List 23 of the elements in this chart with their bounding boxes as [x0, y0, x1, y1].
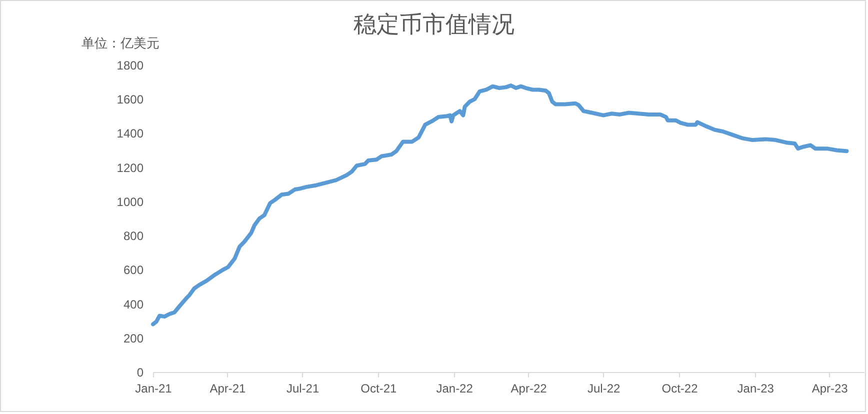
x-tick-label: Apr-23	[812, 382, 848, 396]
y-axis-title: 单位：亿美元	[82, 36, 160, 50]
x-tick-label: Apr-21	[210, 382, 246, 396]
x-tick-label: Jan-22	[436, 382, 474, 396]
x-tick-label: Jul-21	[286, 382, 320, 396]
y-tick-label: 1000	[116, 194, 144, 209]
x-tick-label: Oct-22	[662, 382, 698, 396]
x-tick-label: Jul-22	[588, 382, 621, 396]
y-tick-label: 400	[123, 297, 144, 312]
x-tick-label: Oct-21	[360, 382, 398, 396]
y-tick-label: 1400	[116, 126, 144, 141]
y-tick-label: 1800	[116, 58, 144, 72]
x-tick-label: Jan-23	[737, 382, 774, 396]
y-tick-label: 1200	[116, 160, 144, 175]
line-series	[151, 83, 849, 326]
y-tick-label: 800	[123, 229, 144, 244]
x-tick-label: Apr-22	[510, 382, 548, 396]
y-tick-label: 200	[123, 331, 144, 346]
y-tick-label: 1600	[116, 92, 144, 107]
chart-title: 稳定币市值情况	[354, 11, 514, 37]
y-tick-label: 600	[123, 263, 144, 278]
y-tick-label: 0	[136, 366, 144, 380]
x-tick-label: Jan-21	[135, 382, 172, 396]
